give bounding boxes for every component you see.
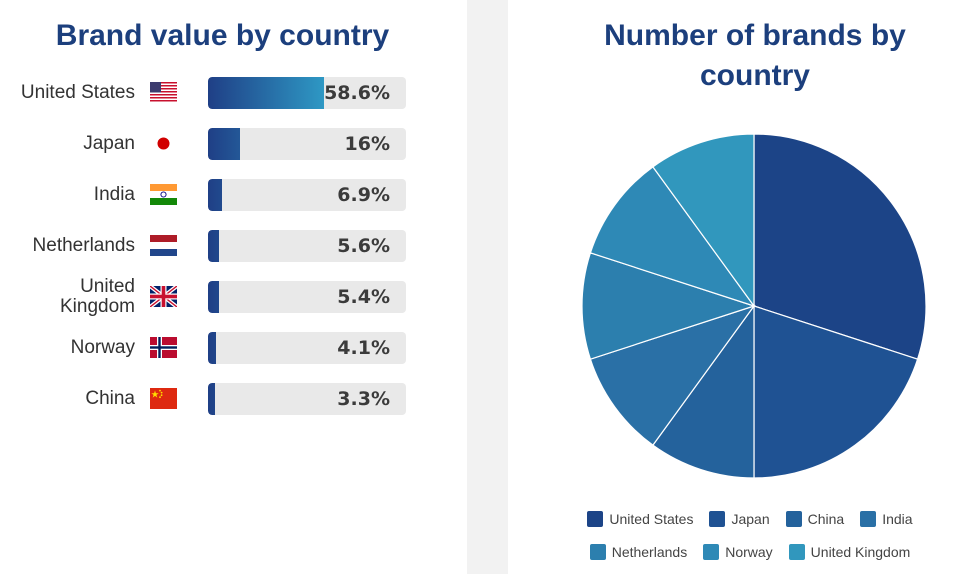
brand-value-title: Brand value by country — [55, 19, 390, 52]
bar-track: 16% — [208, 128, 406, 160]
bar — [208, 281, 219, 313]
legend-item: China — [785, 508, 845, 530]
norway-flag-icon — [150, 337, 177, 358]
legend-item: Netherlands — [589, 541, 688, 563]
bar — [208, 179, 222, 211]
legend-swatch — [860, 511, 877, 527]
pie-slice — [589, 304, 756, 446]
bar-row: Norway 4.1% — [0, 332, 420, 364]
bar-value-label: 16% — [344, 133, 390, 155]
legend-label: China — [807, 511, 845, 527]
bar-category-label: Japan — [83, 133, 135, 154]
bar-row: Netherlands 5.6% — [0, 230, 420, 262]
panel-divider — [467, 0, 508, 574]
legend-swatch — [587, 511, 604, 527]
bar-value-label: 5.6% — [337, 235, 390, 257]
bar-row: Japan 16% — [0, 128, 420, 160]
netherlands-flag-icon — [150, 235, 177, 256]
japan-flag-icon — [150, 133, 177, 154]
bar-track: 5.6% — [208, 230, 406, 262]
bar-value-label: 5.4% — [337, 286, 390, 308]
bar-value-label: 4.1% — [337, 337, 390, 359]
bar-row: United States 58.6% — [0, 77, 420, 109]
legend-item: United Kingdom — [788, 541, 911, 563]
bar — [208, 77, 325, 109]
legend-swatch — [788, 544, 805, 560]
bar-track: 58.6% — [208, 77, 406, 109]
pie-slice — [753, 133, 927, 360]
legend-label: United States — [609, 511, 694, 527]
bar-row: China 3.3% — [0, 383, 420, 415]
legend-item: India — [860, 508, 913, 530]
bar-track: 3.3% — [208, 383, 406, 415]
bar-category-label: Netherlands — [32, 235, 135, 256]
pie-slice — [753, 305, 919, 479]
bar-track: 5.4% — [208, 281, 406, 313]
legend-label: India — [882, 511, 913, 527]
legend-label: Japan — [731, 511, 770, 527]
bar-category-label: United States — [20, 82, 135, 103]
legend-item: Norway — [703, 541, 773, 563]
pie-slice — [652, 304, 755, 479]
legend-swatch — [785, 511, 802, 527]
bar-value-label: 3.3% — [337, 388, 390, 410]
bar-value-label: 58.6% — [324, 82, 390, 104]
legend-item: Japan — [709, 508, 770, 530]
bar — [208, 332, 217, 364]
brand-count-title: Number of brands by country — [604, 19, 906, 92]
legend-swatch — [703, 544, 720, 560]
legend-swatch — [709, 511, 726, 527]
legend-swatch — [589, 544, 606, 560]
india-flag-icon — [150, 184, 177, 205]
bar-value-label: 6.9% — [337, 184, 390, 206]
bar-category-label: United Kingdom — [60, 276, 135, 317]
bar — [208, 383, 215, 415]
bar-category-label: India — [93, 184, 135, 205]
legend-label: United Kingdom — [810, 544, 911, 560]
bar-track: 4.1% — [208, 332, 406, 364]
china-flag-icon — [150, 388, 177, 409]
pie-legend: United States Japan China India Netherlands… — [540, 508, 960, 574]
pie-slice — [581, 252, 756, 360]
legend-label: Norway — [725, 544, 773, 560]
bar-track: 6.9% — [208, 179, 406, 211]
bar-category-label: China — [85, 388, 135, 409]
bar-category-label: Norway — [70, 337, 135, 358]
legend-label: Netherlands — [611, 544, 688, 560]
legend-item: United States — [587, 508, 693, 530]
us-flag-icon — [150, 82, 177, 103]
pie-chart — [581, 133, 927, 479]
uk-flag-icon — [148, 284, 179, 309]
bar-row: United Kingdom 5.4% — [0, 276, 420, 317]
pie-slice — [589, 166, 756, 308]
bar-row: India 6.9% — [0, 179, 420, 211]
pie-slice — [652, 133, 755, 308]
bar — [208, 128, 240, 160]
bar — [208, 230, 220, 262]
